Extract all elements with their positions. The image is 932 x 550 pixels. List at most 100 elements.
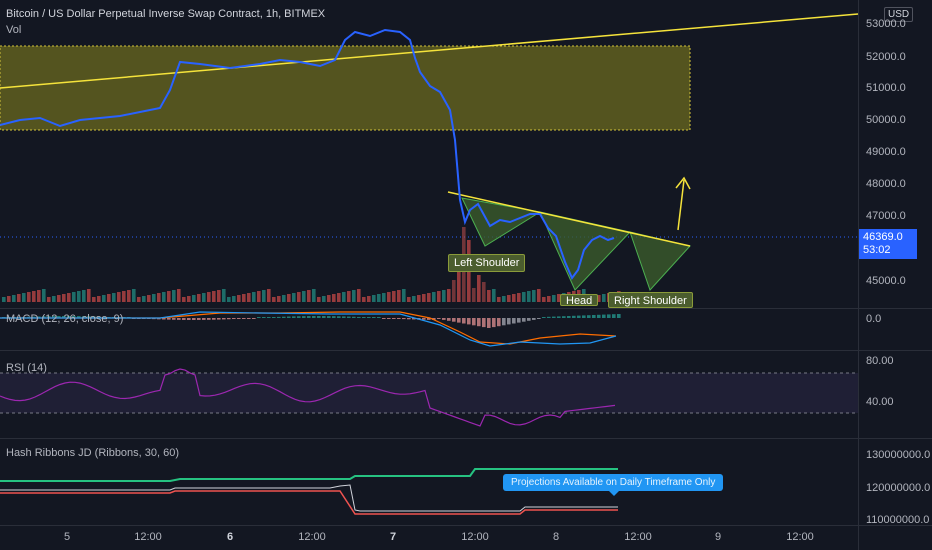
rsi-axis-label: 80.00 — [866, 355, 894, 367]
volume-bar — [417, 295, 421, 302]
macd-hist-bar — [617, 314, 621, 318]
hash-axis-label: 130000000.0 — [866, 449, 931, 461]
volume-bar — [222, 289, 226, 302]
volume-bar — [122, 291, 126, 302]
time-axis-label: 12:00 — [786, 531, 814, 543]
volume-bar — [97, 296, 101, 302]
macd-hist-bar — [317, 316, 321, 318]
volume-bar — [2, 297, 6, 302]
macd-hist-bar — [227, 318, 231, 320]
macd-hist-bar — [427, 318, 431, 320]
volume-bars — [2, 227, 621, 302]
time-axis-label: 12:00 — [298, 531, 326, 543]
macd-hist-bar — [302, 316, 306, 318]
hash-ribbon-red — [0, 490, 618, 515]
volume-bar — [442, 290, 446, 302]
macd-hist-bar — [52, 316, 56, 318]
macd-hist-bar — [527, 318, 531, 321]
right-shoulder-label[interactable]: Right Shoulder — [608, 292, 693, 308]
macd-hist-bar — [372, 317, 376, 318]
rsi-label[interactable]: RSI (14) — [6, 362, 47, 374]
macd-line — [0, 311, 617, 347]
volume-bar — [7, 296, 11, 302]
macd-hist-bar — [187, 318, 191, 320]
volume-bar — [377, 294, 381, 302]
macd-hist-bar — [77, 316, 81, 318]
volume-bar — [227, 297, 231, 302]
volume-bar — [102, 295, 106, 302]
price-axis-label: 50000.0 — [866, 114, 906, 126]
macd-hist-bar — [462, 318, 466, 324]
macd-hist-bar — [362, 317, 366, 318]
volume-bar — [242, 294, 246, 302]
macd-hist-bar — [62, 316, 66, 318]
current-price-value: 46369.0 — [863, 231, 903, 243]
volume-bar — [557, 294, 561, 302]
left-shoulder-label[interactable]: Left Shoulder — [448, 254, 526, 272]
volume-bar — [537, 289, 541, 302]
macd-hist-bar — [97, 316, 101, 318]
volume-bar — [142, 296, 146, 302]
macd-label[interactable]: MACD (12, 26, close, 9) — [6, 313, 124, 325]
pane-divider[interactable] — [0, 308, 932, 309]
volume-bar — [402, 289, 406, 302]
macd-hist-bar — [392, 318, 396, 319]
volume-bar — [382, 293, 386, 302]
macd-hist-bar — [192, 318, 196, 320]
macd-hist-bar — [292, 316, 296, 318]
price-axis-border — [858, 0, 859, 550]
volume-bar — [152, 294, 156, 302]
macd-hist-bar — [422, 318, 426, 320]
volume-bar — [492, 289, 496, 302]
volume-bar — [22, 293, 26, 302]
macd-hist-bar — [597, 314, 601, 318]
hash-axis-label: 120000000.0 — [866, 482, 931, 494]
volume-bar — [602, 294, 606, 302]
macd-hist-bar — [437, 318, 441, 319]
macd-hist-bar — [157, 318, 161, 320]
pane-divider[interactable] — [0, 350, 932, 351]
macd-hist-bar — [442, 318, 446, 320]
hash-ribbons-label[interactable]: Hash Ribbons JD (Ribbons, 30, 60) — [6, 447, 180, 459]
breakout-arrow — [677, 179, 685, 231]
volume-bar — [412, 296, 416, 302]
price-axis-label: 53000.0 — [866, 18, 906, 30]
macd-hist-bar — [87, 316, 91, 318]
macd-hist-bar — [477, 318, 481, 327]
macd-hist-bar — [197, 318, 201, 320]
volume-bar — [397, 290, 401, 302]
head-label[interactable]: Head — [560, 294, 599, 306]
current-price-badge: 46369.0 53:02 — [859, 229, 917, 259]
price-axis-label: 47000.0 — [866, 210, 906, 222]
volume-bar — [62, 294, 66, 302]
volume-bar — [422, 294, 426, 302]
macd-hist-bar — [612, 314, 616, 318]
macd-hist-bar — [552, 316, 556, 318]
macd-hist-bar — [237, 318, 241, 319]
pane-divider — [0, 525, 932, 526]
macd-hist-bar — [92, 316, 96, 318]
macd-hist-bar — [162, 318, 166, 320]
arrow-head — [675, 176, 691, 190]
macd-hist-bar — [37, 316, 41, 318]
volume-bar — [312, 289, 316, 302]
macd-signal-line — [0, 311, 617, 345]
macd-hist-bar — [497, 318, 501, 327]
volume-bar — [57, 295, 61, 302]
volume-bar — [147, 295, 151, 302]
volume-bar — [172, 290, 176, 302]
volume-bar — [527, 291, 531, 302]
pane-divider[interactable] — [0, 438, 932, 439]
volume-bar — [272, 297, 276, 302]
volume-label[interactable]: Vol — [6, 24, 22, 36]
volume-bar — [322, 296, 326, 302]
currency-button[interactable]: USD — [884, 7, 914, 22]
volume-bar — [407, 297, 411, 302]
macd-hist-bar — [387, 318, 391, 319]
volume-bar — [12, 295, 16, 302]
macd-hist-bar — [602, 314, 606, 318]
macd-hist-bar — [577, 315, 581, 318]
macd-hist-bar — [402, 318, 406, 320]
macd-hist-bar — [487, 318, 491, 328]
volume-bar — [512, 294, 516, 302]
